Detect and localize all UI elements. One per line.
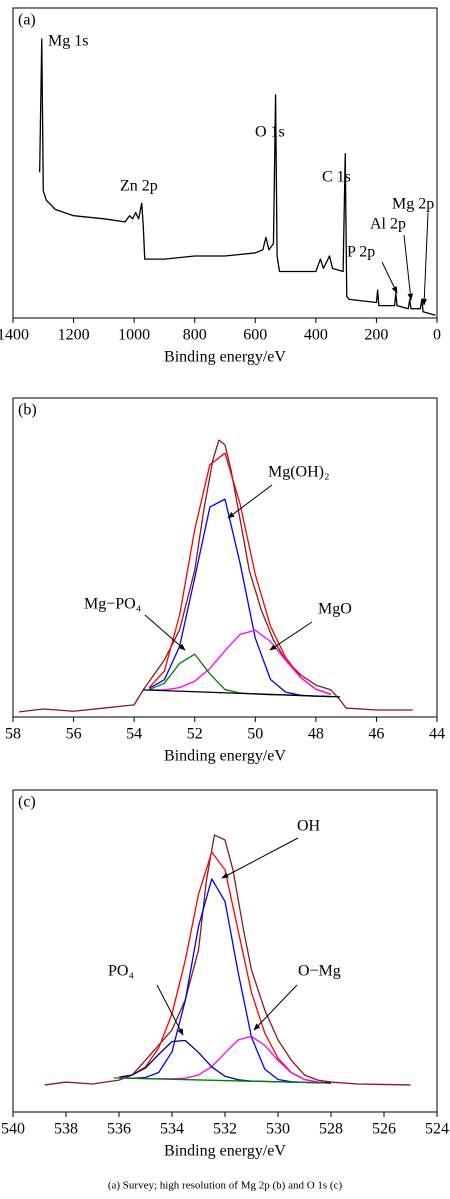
peak-label: Mg(OH)₂ <box>268 464 330 481</box>
plot-frame <box>12 789 438 1113</box>
x-tick-label: 400 <box>304 327 328 344</box>
x-tick-label: 58 <box>5 726 21 743</box>
peak-label: Al 2p <box>370 216 406 233</box>
peak-label: O−Mg <box>298 963 341 980</box>
annotation-arrow <box>227 484 273 519</box>
peak-label: MgO <box>318 601 352 618</box>
x-tick-label: 0 <box>433 327 441 344</box>
x-tick-label: 44 <box>429 726 445 743</box>
x-tick-label: 800 <box>183 327 207 344</box>
annotation-arrow <box>381 261 398 294</box>
x-tick-label: 528 <box>319 1121 343 1138</box>
peak-label: Mg 1s <box>48 33 88 50</box>
x-tick-label: 48 <box>308 726 324 743</box>
annotation-arrow <box>421 212 429 306</box>
spectrum-line <box>148 452 332 695</box>
x-tick-label: 536 <box>107 1121 131 1138</box>
annotation-arrow <box>253 984 298 1031</box>
x-tick-label: 532 <box>213 1121 237 1138</box>
x-axis-label: Binding energy/eV <box>164 1143 286 1160</box>
peak-label: Zn 2p <box>120 178 158 195</box>
peak-label: OH <box>297 818 321 835</box>
x-tick-label: 46 <box>368 726 384 743</box>
spectrum-line <box>18 439 413 713</box>
spectrum-line <box>143 689 341 698</box>
annotation-arrow <box>144 614 186 651</box>
plot-frame <box>12 7 438 319</box>
peak-label: P 2p <box>347 244 375 261</box>
x-tick-label: 52 <box>187 726 203 743</box>
x-tick-label: 538 <box>54 1121 78 1138</box>
x-tick-label: 1000 <box>118 327 150 344</box>
x-tick-label: 524 <box>425 1121 449 1138</box>
spectrum-line <box>39 38 436 316</box>
annotation-arrow <box>403 234 414 301</box>
panel-label: (b) <box>18 402 37 419</box>
caption: (a) Survey; high resolution of Mg 2p (b)… <box>108 1180 343 1192</box>
annotation-arrow <box>269 621 313 651</box>
spectrum-line <box>149 629 332 695</box>
x-tick-label: 534 <box>160 1121 184 1138</box>
annotation-arrow <box>156 984 184 1036</box>
x-tick-label: 50 <box>247 726 263 743</box>
x-tick-label: 526 <box>372 1121 396 1138</box>
x-axis-label: Binding energy/eV <box>164 349 286 366</box>
spectrum-line <box>44 834 411 1086</box>
plot-frame <box>12 397 438 718</box>
x-tick-label: 530 <box>266 1121 290 1138</box>
x-tick-label: 200 <box>364 327 388 344</box>
spectrum-line <box>113 1077 326 1084</box>
peak-label: PO₄ <box>108 963 134 980</box>
x-tick-label: 54 <box>126 726 142 743</box>
spectrum-line <box>149 653 332 698</box>
peak-label: C 1s <box>322 169 351 186</box>
x-tick-label: 1200 <box>58 327 90 344</box>
annotation-arrow <box>221 837 299 879</box>
x-tick-label: 600 <box>243 327 267 344</box>
peak-label: O 1s <box>255 124 285 141</box>
x-axis-label: Binding energy/eV <box>164 748 286 765</box>
panel-label: (c) <box>18 794 36 811</box>
peak-label: Mg−PO₄ <box>84 596 142 613</box>
x-tick-label: 1400 <box>0 327 29 344</box>
panel-label: (a) <box>18 12 36 29</box>
peak-label: Mg 2p <box>392 196 434 213</box>
x-tick-label: 56 <box>66 726 82 743</box>
x-tick-label: 540 <box>1 1121 25 1138</box>
